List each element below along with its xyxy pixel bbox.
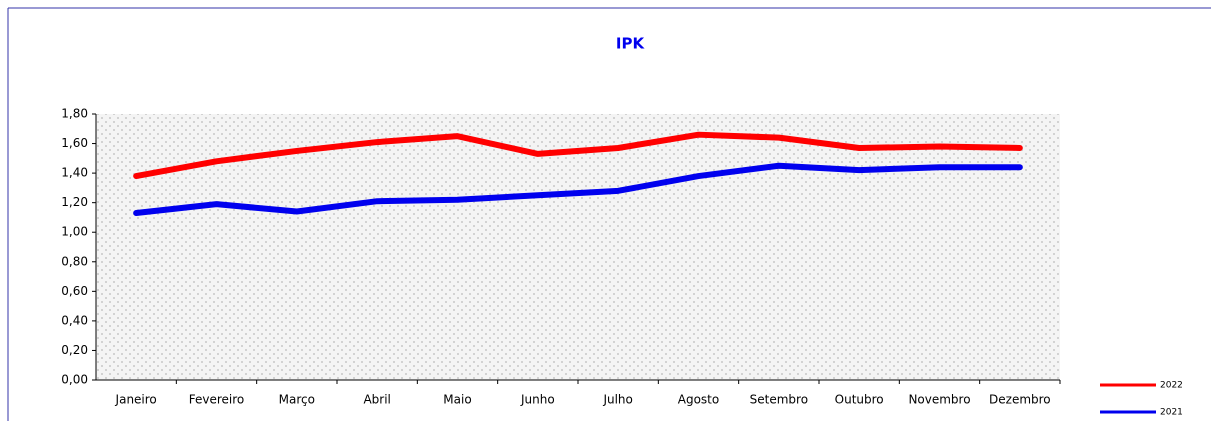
x-tick-label: Fevereiro xyxy=(189,393,245,407)
y-tick-label: 0,60 xyxy=(61,284,88,298)
legend-label: 2021 xyxy=(1160,408,1183,418)
y-tick-label: 0,40 xyxy=(61,313,88,327)
y-tick-label: 0,00 xyxy=(61,373,88,387)
y-tick-label: 1,60 xyxy=(61,136,88,150)
data-line xyxy=(133,131,1023,180)
y-tick-label: 0,20 xyxy=(61,343,88,357)
x-tick-label: Outubro xyxy=(835,393,884,407)
y-tick-label: 1,00 xyxy=(61,225,88,239)
data-line xyxy=(133,162,1023,217)
x-tick-label: Março xyxy=(279,393,315,407)
x-tick-label: Junho xyxy=(520,393,555,407)
x-tick-label: Dezembro xyxy=(989,393,1051,407)
x-tick-label: Setembro xyxy=(750,393,808,407)
legend-label: 2022 xyxy=(1160,381,1183,391)
x-tick-label: Agosto xyxy=(678,393,719,407)
x-tick-label: Novembro xyxy=(908,393,970,407)
x-tick-label: Maio xyxy=(443,393,471,407)
x-tick-label: Janeiro xyxy=(115,393,157,407)
y-tick-label: 0,80 xyxy=(61,254,88,268)
y-tick-label: 1,20 xyxy=(61,195,88,209)
chart-title: IPK xyxy=(616,35,646,53)
x-tick-label: Julho xyxy=(602,393,632,407)
y-tick-label: 1,40 xyxy=(61,166,88,180)
x-tick-label: Abril xyxy=(363,393,390,407)
y-tick-label: 1,80 xyxy=(61,107,88,121)
